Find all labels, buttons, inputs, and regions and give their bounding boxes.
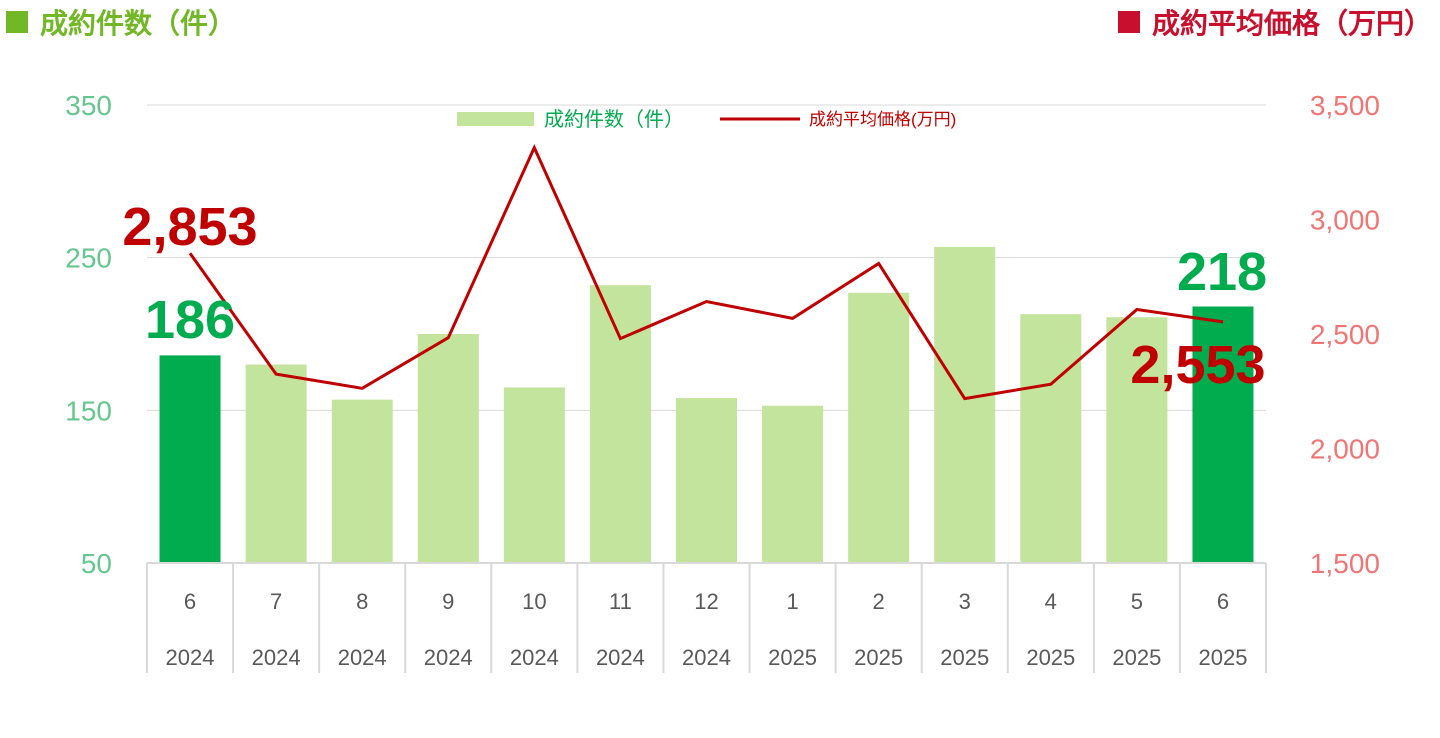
year-label: 2024 <box>424 645 473 670</box>
price-line <box>188 143 1224 401</box>
right-axis-tick-label: 3,000 <box>1310 205 1380 236</box>
year-label: 2025 <box>1198 645 1247 670</box>
bar <box>331 399 393 563</box>
legend-bar-label: 成約件数（件） <box>544 108 684 131</box>
year-label: 2024 <box>252 645 301 670</box>
green-square-icon <box>6 11 28 33</box>
year-label: 2024 <box>682 645 731 670</box>
red-square-icon <box>1117 11 1140 33</box>
year-label: 2025 <box>854 645 903 670</box>
year-label: 2025 <box>1026 645 1075 670</box>
data-label-annotation: 2,553 <box>1130 335 1265 395</box>
left-axis-tick-label: 250 <box>65 243 112 274</box>
data-label-annotation: 186 <box>145 290 235 350</box>
month-label: 2 <box>873 589 885 614</box>
month-label: 6 <box>184 589 196 614</box>
bar <box>589 285 651 563</box>
bar <box>503 387 565 563</box>
month-label: 8 <box>356 589 368 614</box>
bar <box>1192 306 1254 563</box>
legend-bar-swatch <box>457 112 534 126</box>
month-label: 7 <box>270 589 282 614</box>
month-label: 6 <box>1217 589 1229 614</box>
right-axis-tick-label: 2,500 <box>1310 319 1380 350</box>
bar <box>848 292 910 563</box>
year-label: 2024 <box>338 645 387 670</box>
year-label: 2024 <box>166 645 215 670</box>
left-axis-tick-label: 150 <box>65 395 112 426</box>
year-label: 2025 <box>768 645 817 670</box>
bar <box>1106 317 1168 563</box>
left-axis-heading: 成約件数（件） <box>6 2 236 42</box>
bar <box>676 398 737 563</box>
month-label: 4 <box>1045 589 1057 614</box>
month-label: 11 <box>609 589 632 614</box>
year-label: 2025 <box>1112 645 1161 670</box>
year-label: 2024 <box>596 645 645 670</box>
right-axis-tick-label: 3,500 <box>1310 90 1380 121</box>
month-label: 3 <box>959 589 971 614</box>
right-axis-heading: 成約平均価格（万円） <box>1117 2 1432 42</box>
month-label: 10 <box>522 589 546 614</box>
legend-line-label: 成約平均価格(万円) <box>809 110 956 129</box>
month-label: 5 <box>1131 589 1143 614</box>
right-axis-tick-label: 2,000 <box>1310 434 1380 465</box>
month-label: 12 <box>694 589 718 614</box>
left-axis-tick-label: 50 <box>81 548 112 579</box>
right-axis-heading-label: 成約平均価格（万円） <box>1151 7 1432 40</box>
left-axis-tick-label: 350 <box>65 90 112 121</box>
bar <box>417 334 479 563</box>
data-label-annotation: 218 <box>1177 242 1267 302</box>
data-label-annotation: 2,853 <box>122 197 257 257</box>
bar <box>1020 314 1082 563</box>
month-label: 9 <box>442 589 454 614</box>
month-label: 1 <box>786 589 798 614</box>
bar <box>159 355 221 563</box>
left-axis-heading-label: 成約件数（件） <box>40 7 237 40</box>
year-label: 2024 <box>510 645 559 670</box>
right-axis-tick-label: 1,500 <box>1310 548 1380 579</box>
bar <box>762 405 824 563</box>
year-label: 2025 <box>940 645 989 670</box>
bar <box>245 364 307 563</box>
bar <box>934 246 996 564</box>
